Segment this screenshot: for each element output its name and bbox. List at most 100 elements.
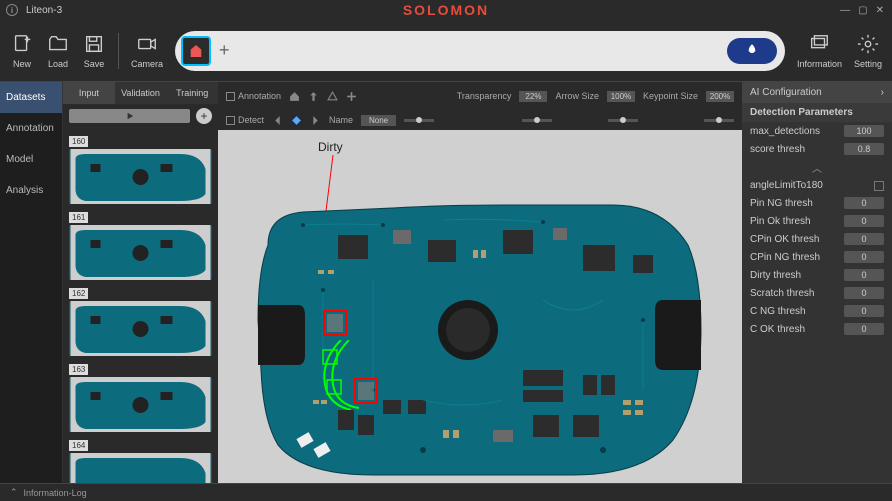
information-log-label[interactable]: Information-Log [24,488,87,498]
setting-button[interactable]: Setting [854,32,882,69]
thumbnail-item[interactable]: 160 [69,131,212,204]
toolbar-separator [118,33,119,69]
thumbnail-image [69,225,212,280]
thumbnail-item[interactable]: 163 [69,359,212,432]
param-row: CPin OK thresh0 [742,230,892,248]
plus-icon[interactable] [346,91,357,102]
thumbnail-item[interactable]: 162 [69,283,212,356]
param-value[interactable]: 0 [844,197,884,209]
param-value[interactable]: 0 [844,287,884,299]
param-row: CPin NG thresh0 [742,248,892,266]
load-button[interactable]: Load [46,32,70,69]
name-input[interactable] [361,115,396,126]
param-checkbox[interactable] [874,181,884,191]
name-label: Name [329,115,353,125]
canvas-column: Annotation Transparency Arrow Size Keypo… [218,82,742,483]
arrow-size-input[interactable] [607,91,635,102]
thumbnail-image [69,453,212,483]
nav-datasets[interactable]: Datasets [0,82,62,113]
nav-model[interactable]: Model [0,144,62,175]
nav-annotation[interactable]: Annotation [0,113,62,144]
collapse-icon[interactable]: ︿ [742,158,892,177]
slider-arrow[interactable] [608,119,638,122]
information-button[interactable]: Information [797,32,842,69]
project-tile[interactable] [181,36,211,66]
slider-1[interactable] [404,119,434,122]
param-value[interactable]: 0 [844,233,884,245]
subtab-validation[interactable]: Validation [115,82,167,104]
add-image-button[interactable]: + [196,108,212,124]
dirty-label: Dirty [318,140,343,154]
play-button[interactable] [69,109,190,123]
diamond-icon[interactable] [291,115,302,126]
prev-icon[interactable] [272,115,283,126]
subtab-training[interactable]: Training [166,82,218,104]
canvas-toolbar: Annotation Transparency Arrow Size Keypo… [218,82,742,110]
transparency-input[interactable] [519,91,547,102]
param-value[interactable]: 0 [844,215,884,227]
thumbnails-column: Input Validation Training + 160 161 [63,82,218,483]
info-icon[interactable]: i [6,4,18,16]
next-icon[interactable] [310,115,321,126]
arrow-size-label: Arrow Size [555,91,599,101]
dirty-defect-box[interactable] [323,310,347,336]
project-bar: + [175,31,785,71]
param-value[interactable]: 0.8 [844,143,884,155]
folder-icon [46,32,70,56]
subtab-input[interactable]: Input [63,82,115,104]
main-area: Datasets Annotation Model Analysis Input… [0,82,892,483]
left-navigation: Datasets Annotation Model Analysis [0,82,63,483]
detection-params-header: Detection Parameters [742,103,892,122]
param-value[interactable]: 0 [844,305,884,317]
gear-icon [856,32,880,56]
expand-icon[interactable]: ⌃ [10,487,18,498]
run-button[interactable] [727,38,777,64]
new-button[interactable]: New [10,32,34,69]
maximize-button[interactable]: ▢ [858,5,867,16]
param-row: max_detections 100 [742,122,892,140]
scratch-defect-box[interactable] [321,340,359,410]
home-icon[interactable] [289,91,300,102]
param-value[interactable]: 100 [844,125,884,137]
camera-button[interactable]: Camera [131,32,163,69]
param-row: Dirty thresh0 [742,266,892,284]
brand-logo: SOLOMON [403,2,489,18]
minimize-button[interactable]: — [840,5,850,16]
canvas-viewport[interactable]: Dirty PCB Scratch [218,130,742,483]
ai-config-header[interactable]: AI Configuration › [742,82,892,103]
keypoint-size-label: Keypoint Size [643,91,698,101]
thumbnail-image [69,149,212,204]
param-row: Pin Ok thresh0 [742,212,892,230]
slider-keypoint[interactable] [704,119,734,122]
close-button[interactable]: ✕ [876,5,884,16]
nav-analysis[interactable]: Analysis [0,175,62,206]
play-row: + [63,104,218,128]
param-value[interactable]: 0 [844,323,884,335]
footer-bar: ⌃ Information-Log [0,483,892,501]
shape-icon[interactable] [327,91,338,102]
slider-transparency[interactable] [522,119,552,122]
add-project-button[interactable]: + [219,40,230,61]
detect-toggle[interactable]: Detect [226,115,264,125]
transparency-label: Transparency [457,91,512,101]
thumbnail-image [69,301,212,356]
pcb-image [243,200,703,480]
save-button[interactable]: Save [82,32,106,69]
param-row: score thresh 0.8 [742,140,892,158]
param-value[interactable]: 0 [844,269,884,281]
main-toolbar: New Load Save Camera + Information [0,20,892,82]
camera-icon [135,32,159,56]
thumbnail-list[interactable]: 160 161 162 163 [63,128,218,483]
chevron-right-icon: › [881,87,884,98]
param-row: angleLimitTo180 [742,177,892,194]
thumbnail-item[interactable]: 161 [69,207,212,280]
thumbnail-item[interactable]: 164 [69,435,212,483]
param-row: Pin NG thresh0 [742,194,892,212]
dataset-subtabs: Input Validation Training [63,82,218,104]
ai-config-panel: AI Configuration › Detection Parameters … [742,82,892,483]
window-controls: — ▢ ✕ [840,5,884,16]
param-value[interactable]: 0 [844,251,884,263]
keypoint-size-input[interactable] [706,91,734,102]
share-icon[interactable] [308,91,319,102]
annotation-toggle[interactable]: Annotation [226,91,281,101]
